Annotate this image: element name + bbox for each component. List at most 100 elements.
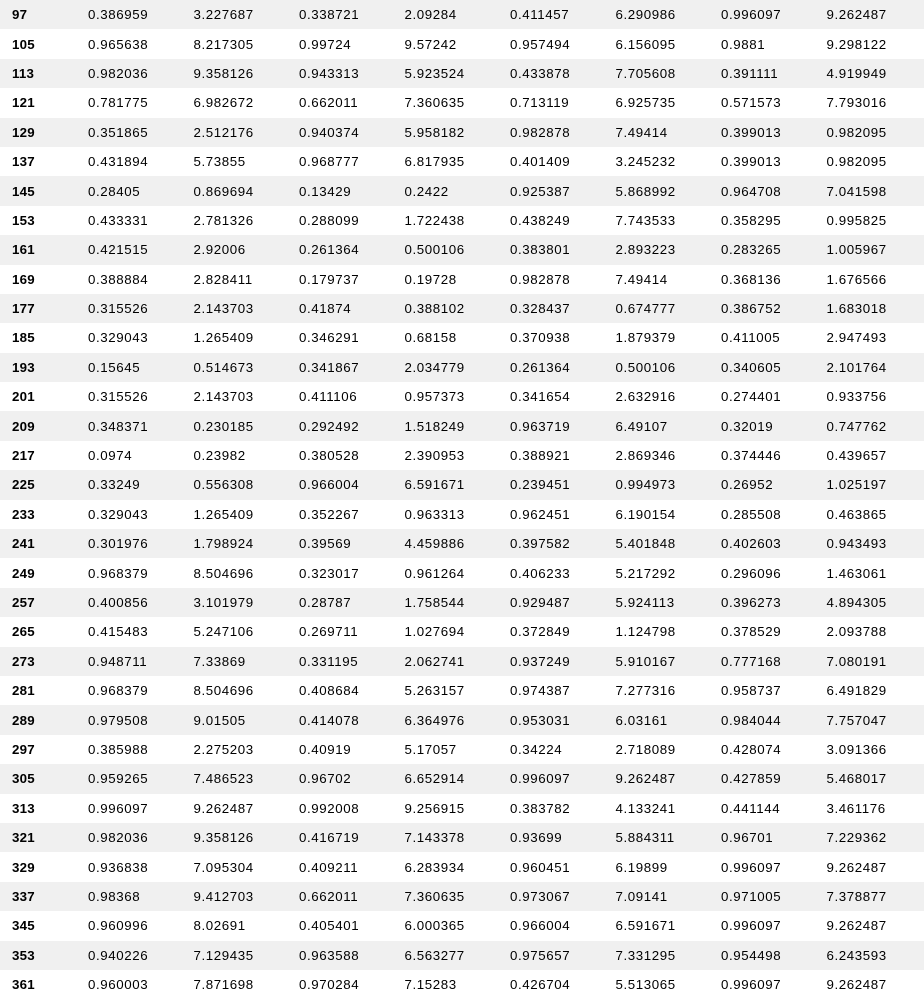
value-cell: 6.19899 xyxy=(608,852,714,881)
value-cell: 3.461176 xyxy=(819,794,924,823)
table-row: 3130.9960979.2624870.9920089.2569150.383… xyxy=(0,794,924,823)
value-cell: 0.933756 xyxy=(819,382,924,411)
row-index-cell: 241 xyxy=(0,529,80,558)
value-cell: 1.265409 xyxy=(186,500,292,529)
value-cell: 3.245232 xyxy=(608,147,714,176)
value-cell: 0.439657 xyxy=(819,441,924,470)
value-cell: 1.265409 xyxy=(186,323,292,352)
value-cell: 0.963313 xyxy=(397,500,503,529)
value-cell: 0.996097 xyxy=(713,0,819,29)
value-cell: 0.288099 xyxy=(291,206,397,235)
value-cell: 0.556308 xyxy=(186,470,292,499)
value-cell: 7.331295 xyxy=(608,941,714,970)
value-cell: 5.513065 xyxy=(608,970,714,999)
value-cell: 0.341867 xyxy=(291,353,397,382)
value-cell: 0.936838 xyxy=(80,852,186,881)
table-row: 2810.9683798.5046960.4086845.2631570.974… xyxy=(0,676,924,705)
value-cell: 8.217305 xyxy=(186,29,292,58)
value-cell: 0.399013 xyxy=(713,147,819,176)
value-cell: 0.777168 xyxy=(713,647,819,676)
value-cell: 7.360635 xyxy=(397,88,503,117)
table-row: 2970.3859882.2752030.409195.170570.34224… xyxy=(0,735,924,764)
value-cell: 4.894305 xyxy=(819,588,924,617)
value-cell: 7.09141 xyxy=(608,882,714,911)
row-index-cell: 337 xyxy=(0,882,80,911)
value-cell: 0.93699 xyxy=(502,823,608,852)
value-cell: 0.98368 xyxy=(80,882,186,911)
value-cell: 5.17057 xyxy=(397,735,503,764)
value-cell: 0.370938 xyxy=(502,323,608,352)
table-row: 2250.332490.5563080.9660046.5916710.2394… xyxy=(0,470,924,499)
data-table-body: 970.3869593.2276870.3387212.092840.41145… xyxy=(0,0,924,999)
value-cell: 0.28405 xyxy=(80,176,186,205)
value-cell: 0.940226 xyxy=(80,941,186,970)
value-cell: 0.96701 xyxy=(713,823,819,852)
table-row: 2650.4154835.2471060.2697111.0276940.372… xyxy=(0,617,924,646)
table-row: 2410.3019761.7989240.395694.4598860.3975… xyxy=(0,529,924,558)
value-cell: 0.957494 xyxy=(502,29,608,58)
value-cell: 0.960451 xyxy=(502,852,608,881)
value-cell: 0.269711 xyxy=(291,617,397,646)
value-cell: 0.781775 xyxy=(80,88,186,117)
value-cell: 0.351865 xyxy=(80,118,186,147)
value-cell: 0.328437 xyxy=(502,294,608,323)
value-cell: 0.996097 xyxy=(713,911,819,940)
value-cell: 0.358295 xyxy=(713,206,819,235)
value-cell: 0.402603 xyxy=(713,529,819,558)
table-row: 2010.3155262.1437030.4111060.9573730.341… xyxy=(0,382,924,411)
value-cell: 0.411457 xyxy=(502,0,608,29)
value-cell: 6.982672 xyxy=(186,88,292,117)
value-cell: 1.463061 xyxy=(819,558,924,587)
value-cell: 9.256915 xyxy=(397,794,503,823)
value-cell: 7.49414 xyxy=(608,118,714,147)
value-cell: 7.378877 xyxy=(819,882,924,911)
value-cell: 6.652914 xyxy=(397,764,503,793)
value-cell: 0.966004 xyxy=(291,470,397,499)
value-cell: 0.411106 xyxy=(291,382,397,411)
table-row: 2330.3290431.2654090.3522670.9633130.962… xyxy=(0,500,924,529)
value-cell: 1.879379 xyxy=(608,323,714,352)
value-cell: 2.101764 xyxy=(819,353,924,382)
value-cell: 0.261364 xyxy=(502,353,608,382)
row-index-cell: 233 xyxy=(0,500,80,529)
row-index-cell: 137 xyxy=(0,147,80,176)
value-cell: 9.262487 xyxy=(608,764,714,793)
row-index-cell: 153 xyxy=(0,206,80,235)
value-cell: 4.133241 xyxy=(608,794,714,823)
value-cell: 5.868992 xyxy=(608,176,714,205)
table-row: 1130.9820369.3581260.9433135.9235240.433… xyxy=(0,59,924,88)
value-cell: 1.758544 xyxy=(397,588,503,617)
row-index-cell: 273 xyxy=(0,647,80,676)
row-index-cell: 105 xyxy=(0,29,80,58)
table-row: 1850.3290431.2654090.3462910.681580.3709… xyxy=(0,323,924,352)
value-cell: 0.971005 xyxy=(713,882,819,911)
value-cell: 0.397582 xyxy=(502,529,608,558)
row-index-cell: 361 xyxy=(0,970,80,999)
value-cell: 4.919949 xyxy=(819,59,924,88)
row-index-cell: 321 xyxy=(0,823,80,852)
value-cell: 0.940374 xyxy=(291,118,397,147)
value-cell: 7.041598 xyxy=(819,176,924,205)
value-cell: 0.32019 xyxy=(713,411,819,440)
value-cell: 7.360635 xyxy=(397,882,503,911)
data-table: 970.3869593.2276870.3387212.092840.41145… xyxy=(0,0,924,999)
value-cell: 0.426704 xyxy=(502,970,608,999)
value-cell: 7.080191 xyxy=(819,647,924,676)
value-cell: 0.388884 xyxy=(80,265,186,294)
row-index-cell: 113 xyxy=(0,59,80,88)
value-cell: 0.996097 xyxy=(713,852,819,881)
value-cell: 0.964708 xyxy=(713,176,819,205)
value-cell: 2.512176 xyxy=(186,118,292,147)
value-cell: 7.743533 xyxy=(608,206,714,235)
value-cell: 5.958182 xyxy=(397,118,503,147)
table-row: 2170.09740.239820.3805282.3909530.388921… xyxy=(0,441,924,470)
value-cell: 0.973067 xyxy=(502,882,608,911)
value-cell: 5.910167 xyxy=(608,647,714,676)
value-cell: 0.996097 xyxy=(502,764,608,793)
value-cell: 2.275203 xyxy=(186,735,292,764)
value-cell: 0.388102 xyxy=(397,294,503,323)
value-cell: 2.09284 xyxy=(397,0,503,29)
table-row: 1770.3155262.1437030.418740.3881020.3284… xyxy=(0,294,924,323)
value-cell: 0.963588 xyxy=(291,941,397,970)
value-cell: 0.292492 xyxy=(291,411,397,440)
